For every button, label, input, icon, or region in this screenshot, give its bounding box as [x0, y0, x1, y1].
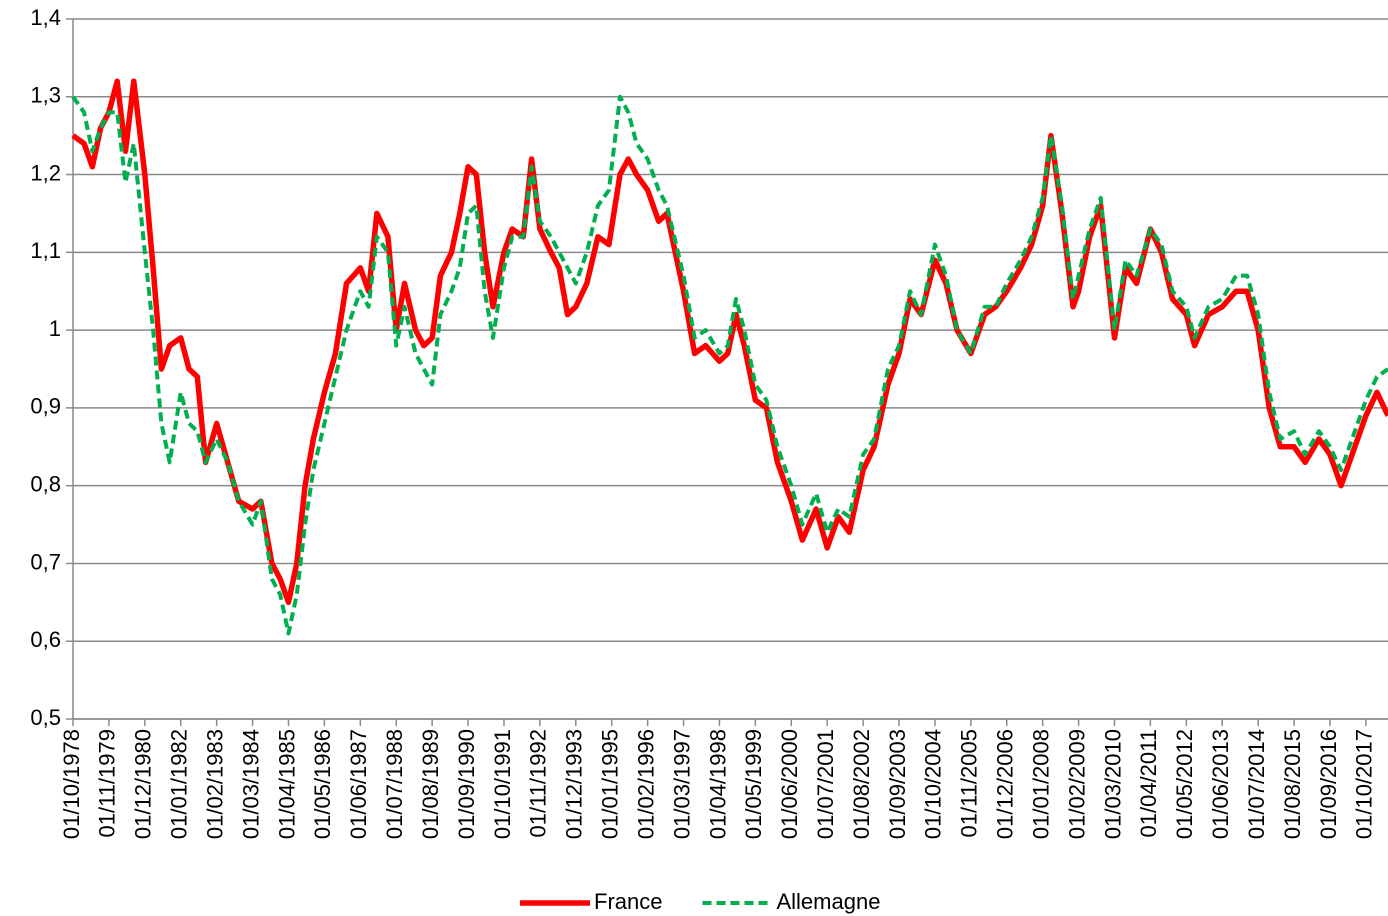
x-tick-label: 01/02/1983 [202, 729, 227, 839]
x-tick-label: 01/02/1996 [633, 729, 658, 839]
x-tick-label: 01/08/1989 [418, 729, 443, 839]
y-tick-label: 0,7 [30, 549, 61, 574]
x-tick-label: 01/10/1978 [59, 729, 84, 839]
x-tick-label: 01/10/2017 [1352, 729, 1377, 839]
x-tick-label: 01/03/2010 [1100, 729, 1125, 839]
x-tick-label: 01/05/2012 [1172, 729, 1197, 839]
x-tick-label: 01/08/2002 [849, 729, 874, 839]
x-tick-label: 01/11/1992 [526, 729, 551, 837]
series-line [71, 78, 1388, 606]
x-tick-label: 01/04/2011 [1136, 729, 1161, 837]
y-tick-label: 1 [49, 316, 61, 341]
x-tick-label: 01/01/1982 [167, 729, 192, 839]
x-tick-label: 01/01/1995 [598, 729, 623, 839]
x-tick-label: 01/09/2003 [885, 729, 910, 839]
x-tick-label: 01/09/1990 [454, 729, 479, 839]
x-tick-label: 01/12/1980 [131, 729, 156, 839]
y-tick-label: 0,9 [30, 394, 61, 419]
y-tick-label: 1,2 [30, 160, 61, 185]
y-tick-label: 1,3 [30, 83, 61, 108]
x-tick-label: 01/01/2008 [1028, 729, 1053, 839]
y-tick-label: 1,1 [30, 238, 61, 263]
x-tick-label: 01/07/1988 [382, 729, 407, 839]
x-tick-label: 01/05/1986 [310, 729, 335, 839]
x-tick-label: 01/02/2009 [1064, 729, 1089, 839]
x-tick-label: 01/06/2000 [777, 729, 802, 839]
x-tick-label: 01/10/1991 [490, 729, 515, 839]
x-tick-label: 01/04/1998 [705, 729, 730, 839]
x-tick-label: 01/10/2004 [921, 729, 946, 839]
y-tick-label: 0,5 [30, 705, 61, 730]
x-tick-label: 01/04/1985 [274, 729, 299, 839]
x-tick-label: 01/11/2005 [957, 729, 982, 837]
x-tick-label: 01/07/2001 [813, 729, 838, 839]
legend-label: France [594, 889, 662, 914]
y-tick-label: 0,8 [30, 471, 61, 496]
x-tick-label: 01/12/2006 [993, 729, 1018, 839]
legend-label: Allemagne [776, 889, 880, 914]
x-tick-label: 01/03/1984 [238, 729, 263, 839]
x-tick-label: 01/09/2016 [1316, 729, 1341, 839]
x-tick-label: 01/06/1987 [346, 729, 371, 839]
x-tick-label: 01/05/1999 [741, 729, 766, 839]
y-tick-label: 0,6 [30, 627, 61, 652]
x-tick-label: 01/08/2015 [1280, 729, 1305, 839]
x-tick-label: 01/07/2014 [1244, 729, 1269, 839]
x-tick-label: 01/11/1979 [95, 729, 120, 837]
x-tick-label: 01/03/1997 [669, 729, 694, 839]
series-line [71, 94, 1388, 636]
x-tick-label: 01/06/2013 [1208, 729, 1233, 839]
x-tick-label: 01/12/1993 [562, 729, 587, 839]
y-tick-label: 1,4 [30, 5, 61, 30]
